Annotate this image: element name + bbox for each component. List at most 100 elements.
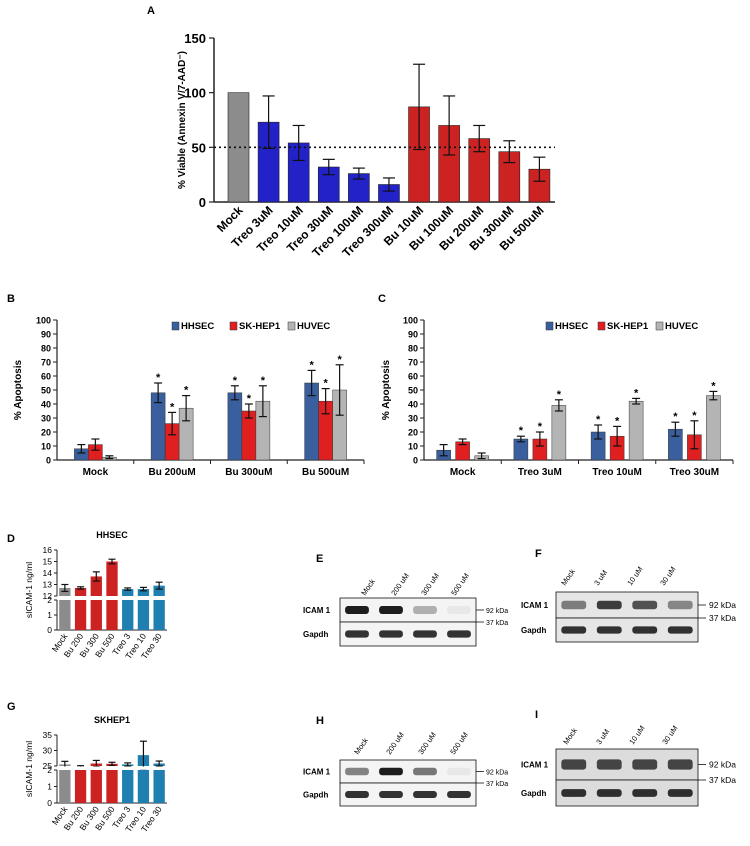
lane-label: 30 uM <box>658 565 677 587</box>
significance-mark: * <box>538 421 543 433</box>
legend-swatch-HUVEC <box>287 321 296 331</box>
y-tick-label: 0 <box>413 456 418 466</box>
y-tick-label: 0 <box>47 798 52 808</box>
legend-label-HUVEC: HUVEC <box>297 321 330 332</box>
y-tick-label: 100 <box>36 316 51 326</box>
y-tick-label: 14 <box>43 568 53 578</box>
icam-band <box>667 759 693 770</box>
y-tick-label: 35 <box>43 730 53 740</box>
y-axis-label: sICAM-1 ng/ml <box>24 741 34 797</box>
significance-mark: * <box>261 375 266 387</box>
panel-label-A: A <box>147 5 155 17</box>
legend-label-HHSEC: HHSEC <box>181 321 214 332</box>
significance-mark: * <box>156 372 161 384</box>
bar-lower-Bu 500 <box>106 600 118 630</box>
y-tick-label: 1 <box>47 610 52 620</box>
y-tick-label: 40 <box>41 400 51 410</box>
icam-band <box>632 759 658 770</box>
legend-swatch-HHSEC <box>171 321 180 331</box>
icam-band <box>447 767 471 776</box>
icam-band <box>345 767 369 776</box>
gapdh-band <box>596 789 622 797</box>
panel-label-B: B <box>7 293 15 305</box>
gapdh-band <box>561 789 587 797</box>
lane-label: Mock <box>359 577 377 597</box>
icam-band <box>413 767 437 776</box>
kda-label: 37 kDa <box>486 781 508 788</box>
axis-break-gap <box>55 596 169 600</box>
significance-mark: * <box>634 387 639 399</box>
row-label-icam: ICAM 1 <box>521 761 549 770</box>
x-tick-label: Bu 300uM <box>225 467 272 478</box>
significance-mark: * <box>615 415 620 427</box>
kda-label: 92 kDa <box>709 760 736 770</box>
bar-lower-Mock <box>59 600 71 630</box>
significance-mark: * <box>337 354 342 366</box>
bar-lower-Mock <box>59 770 71 803</box>
legend-label-HUVEC: HUVEC <box>665 321 698 332</box>
significance-mark: * <box>557 389 562 401</box>
blot-H: Mock 200 uM 300 uM 500 uM ICAM 1 Gapdh 92 kDa 3… <box>303 730 508 807</box>
panel-label-F: F <box>535 548 542 560</box>
y-axis-label: % Viable (Annexin V/7-AAD⁻) <box>177 51 188 189</box>
y-tick-label: 30 <box>43 746 53 756</box>
y-tick-label: 30 <box>41 414 51 424</box>
blot-F: Mock 3 uM 10 uM 30 uM ICAM 1 Gapdh 92 kDa 37 kD… <box>521 565 736 643</box>
icam-band <box>447 606 471 614</box>
y-tick-label: 25 <box>43 761 53 771</box>
y-tick-label: 70 <box>408 358 418 368</box>
y-tick-label: 12 <box>43 591 53 601</box>
bar-lower-Bu 200 <box>74 600 87 630</box>
y-tick-label: 80 <box>41 344 51 354</box>
significance-mark: * <box>170 401 175 413</box>
y-tick-label: 1 <box>47 782 52 792</box>
kda-label: 92 kDa <box>486 770 508 777</box>
bar-lower-Bu 300 <box>90 600 102 630</box>
y-tick-label: 50 <box>408 386 418 396</box>
bar-lower-Treo 3 <box>122 770 134 803</box>
row-label-gapdh: Gapdh <box>303 630 328 639</box>
x-tick-label: Bu 200uM <box>149 467 196 478</box>
icam-band <box>632 600 658 610</box>
lane-label: 500 uM <box>448 730 470 756</box>
gapdh-band <box>413 630 437 638</box>
chart-B: 0 10 20 30 40 50 60 70 80 90 100 % Apoptosis Mock Bu … <box>13 316 365 478</box>
legend-swatch-HHSEC <box>545 321 554 331</box>
panel-label-D: D <box>7 533 15 545</box>
significance-mark: * <box>692 410 697 422</box>
chart-C: 0 10 20 30 40 50 60 70 80 90 100 % Apoptosis Mock Tre… <box>381 316 734 478</box>
lane-label: 10 uM <box>625 565 644 587</box>
x-tick-label: Treo 30uM <box>670 467 719 478</box>
significance-mark: * <box>519 425 524 437</box>
gapdh-band <box>413 791 437 798</box>
significance-mark: * <box>247 393 252 405</box>
y-tick-label: 15 <box>43 557 53 567</box>
y-tick-label: 100 <box>403 316 418 326</box>
icam-band <box>345 606 369 614</box>
blot-membrane-gapdh <box>339 782 477 807</box>
kda-label: 37 kDa <box>709 613 736 623</box>
y-axis-label: % Apoptosis <box>381 359 392 420</box>
panel-label-C: C <box>378 293 386 305</box>
lane-label: 10 uM <box>627 724 646 746</box>
bar-HUVEC-Treo 10uM <box>628 400 644 461</box>
bar-lower-Bu 300 <box>90 770 102 803</box>
y-tick-label: 2 <box>47 765 52 775</box>
bar-lower-Treo 10 <box>137 600 150 630</box>
bar-HHSEC-Bu 300uM <box>227 392 243 461</box>
icam-band <box>561 759 587 770</box>
y-tick-label: 150 <box>184 31 206 46</box>
icam-band <box>596 600 622 610</box>
legend-label-HHSEC: HHSEC <box>555 321 588 332</box>
legend-label-SK-HEP1: SK-HEP1 <box>239 321 281 332</box>
row-label-gapdh: Gapdh <box>521 789 546 798</box>
bar-upper-Treo 30 <box>153 585 165 596</box>
lane-label: 300 uM <box>419 571 441 597</box>
gapdh-band <box>632 789 658 797</box>
lane-label: Mock <box>352 736 370 756</box>
row-label-icam: ICAM 1 <box>521 601 549 610</box>
bar-lower-Treo 10 <box>137 770 150 803</box>
y-tick-label: 10 <box>41 442 51 452</box>
